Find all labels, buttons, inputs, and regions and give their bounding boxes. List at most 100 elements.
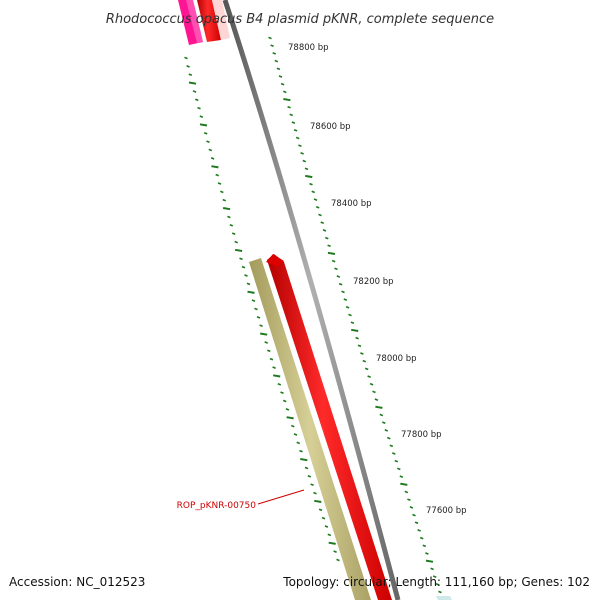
outer-major-tick <box>283 98 291 102</box>
gene-red-top <box>197 0 221 42</box>
inner-minor-tick <box>203 131 208 135</box>
outer-minor-tick <box>274 59 279 63</box>
inner-minor-tick <box>199 115 204 118</box>
inner-major-tick <box>188 81 197 85</box>
outer-minor-tick <box>362 359 367 363</box>
inner-minor-tick <box>246 282 251 286</box>
tick-label-78200: 78200 bp <box>353 277 394 287</box>
inner-minor-tick <box>244 274 248 277</box>
inner-major-tick <box>260 332 268 336</box>
outer-minor-tick <box>350 321 355 325</box>
inner-minor-tick <box>210 157 215 160</box>
inner-minor-tick <box>285 408 290 411</box>
inner-minor-tick <box>184 56 188 60</box>
outer-minor-tick <box>397 467 401 471</box>
inner-minor-tick <box>269 357 274 361</box>
outer-minor-tick <box>407 498 411 502</box>
inner-major-tick <box>222 207 231 211</box>
inner-major-tick <box>328 541 336 545</box>
outer-minor-tick <box>295 136 300 140</box>
inner-minor-tick <box>229 223 234 227</box>
inner-minor-tick <box>327 533 332 537</box>
gene-forward-red-arrowhead <box>266 254 284 267</box>
outer-minor-tick <box>302 159 307 163</box>
topology-summary-text: Topology: circular; Length: 111,160 bp; … <box>283 575 590 589</box>
outer-minor-tick <box>327 244 331 248</box>
tick-label-78800: 78800 bp <box>288 43 329 53</box>
inner-minor-tick <box>307 474 312 478</box>
inner-minor-tick <box>321 516 326 520</box>
outer-minor-tick <box>272 52 276 55</box>
tick-label-77600: 77600 bp <box>426 506 467 516</box>
outer-minor-tick <box>355 336 359 340</box>
inner-minor-tick <box>241 265 246 269</box>
outer-minor-tick <box>438 590 442 594</box>
outer-major-tick <box>425 559 434 563</box>
outer-minor-tick <box>419 536 424 540</box>
inner-minor-tick <box>188 73 193 77</box>
outer-minor-tick <box>422 544 427 548</box>
outer-minor-tick <box>382 421 386 425</box>
tick-label-78400: 78400 bp <box>331 199 372 209</box>
outer-minor-tick <box>367 375 371 378</box>
outer-minor-tick <box>417 529 421 532</box>
inner-minor-tick <box>267 349 271 353</box>
outer-minor-tick <box>331 259 336 263</box>
inner-minor-tick <box>280 391 284 395</box>
gene-faint-bottom <box>436 596 452 600</box>
outer-major-tick <box>327 251 336 255</box>
gene-faint-top <box>212 0 230 40</box>
inner-minor-tick <box>272 366 276 369</box>
inner-minor-tick <box>251 299 256 302</box>
outer-minor-tick <box>325 236 329 240</box>
outer-tick-track <box>268 36 442 594</box>
inner-minor-tick <box>192 90 197 93</box>
outer-minor-tick <box>268 36 272 40</box>
outer-major-tick <box>305 174 313 179</box>
inner-tick-track <box>184 56 340 562</box>
outer-minor-tick <box>293 128 298 132</box>
outer-minor-tick <box>432 575 437 578</box>
outer-minor-tick <box>389 444 394 448</box>
inner-minor-tick <box>231 232 236 236</box>
inner-minor-tick <box>227 215 231 219</box>
outer-minor-tick <box>300 152 304 155</box>
outer-minor-tick <box>336 275 341 278</box>
inner-minor-tick <box>296 441 300 445</box>
inner-major-tick <box>234 248 243 252</box>
outer-minor-tick <box>345 305 350 309</box>
outer-minor-tick <box>360 352 364 355</box>
outer-minor-tick <box>311 190 315 194</box>
inner-minor-tick <box>293 433 298 436</box>
inner-minor-tick <box>234 240 238 244</box>
outer-major-tick <box>400 482 408 486</box>
inner-minor-tick <box>259 324 263 328</box>
outer-major-tick <box>351 328 359 332</box>
inner-major-tick <box>247 290 255 294</box>
inner-minor-tick <box>282 399 287 403</box>
outer-minor-tick <box>394 459 399 463</box>
inner-major-tick <box>199 123 208 127</box>
inner-major-tick <box>300 458 308 462</box>
outer-minor-tick <box>334 267 338 271</box>
outer-minor-tick <box>280 82 285 86</box>
outer-minor-tick <box>399 475 404 478</box>
outer-minor-tick <box>276 67 281 71</box>
outer-minor-tick <box>364 367 369 371</box>
gene-rop-pknr-00750 <box>249 258 371 600</box>
outer-minor-tick <box>313 198 318 201</box>
inner-minor-tick <box>333 550 337 553</box>
outer-minor-tick <box>430 567 434 571</box>
outer-minor-tick <box>374 398 379 401</box>
outer-minor-tick <box>338 282 343 286</box>
inner-minor-tick <box>291 424 295 428</box>
outer-minor-tick <box>412 513 416 517</box>
inner-minor-tick <box>186 65 190 68</box>
outer-minor-tick <box>287 105 291 109</box>
inner-major-tick <box>273 374 281 378</box>
outer-minor-tick <box>379 413 384 417</box>
outer-minor-tick <box>348 313 352 317</box>
inner-minor-tick <box>254 307 258 311</box>
outer-minor-tick <box>357 344 362 348</box>
inner-minor-tick <box>318 508 323 512</box>
